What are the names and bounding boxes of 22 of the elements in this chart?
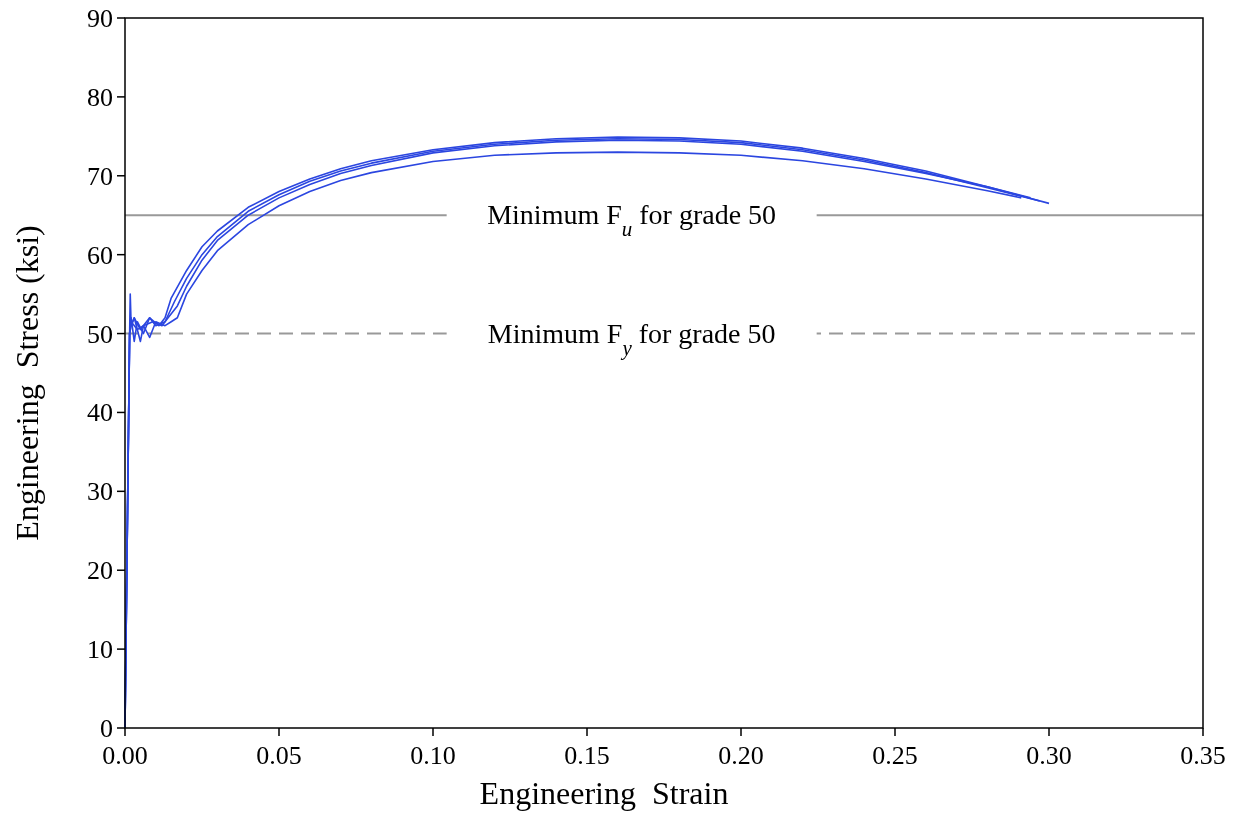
y-tick-label: 10 bbox=[87, 635, 113, 665]
y-tick-label: 60 bbox=[87, 240, 113, 270]
x-tick-label: 0.35 bbox=[1180, 741, 1226, 770]
x-tick-label: 0.10 bbox=[410, 741, 456, 770]
x-tick-label: 0.05 bbox=[256, 741, 302, 770]
y-tick-label: 40 bbox=[87, 398, 113, 428]
y-tick-label: 30 bbox=[87, 477, 113, 507]
x-tick-label: 0.25 bbox=[872, 741, 918, 770]
y-tick-label: 80 bbox=[87, 82, 113, 112]
y-tick-label: 50 bbox=[87, 319, 113, 349]
x-tick-label: 0.30 bbox=[1026, 741, 1072, 770]
x-axis-title: Engineering Strain bbox=[479, 775, 729, 811]
y-tick-label: 0 bbox=[100, 714, 113, 743]
y-tick-label: 20 bbox=[87, 556, 113, 586]
ref-line-label: Minimum F$_{u}$ for grade 50 bbox=[487, 199, 777, 242]
ref-line-label: Minimum F$_{y}$ for grade 50 bbox=[487, 317, 776, 360]
y-tick-label: 70 bbox=[87, 161, 113, 191]
y-tick-label: 90 bbox=[87, 4, 113, 33]
x-tick-label: 0.20 bbox=[718, 741, 764, 770]
x-tick-label: 0.00 bbox=[102, 741, 148, 770]
y-axis-title: Engineering Stress (ksi) bbox=[9, 225, 45, 541]
x-tick-label: 0.15 bbox=[564, 741, 610, 770]
